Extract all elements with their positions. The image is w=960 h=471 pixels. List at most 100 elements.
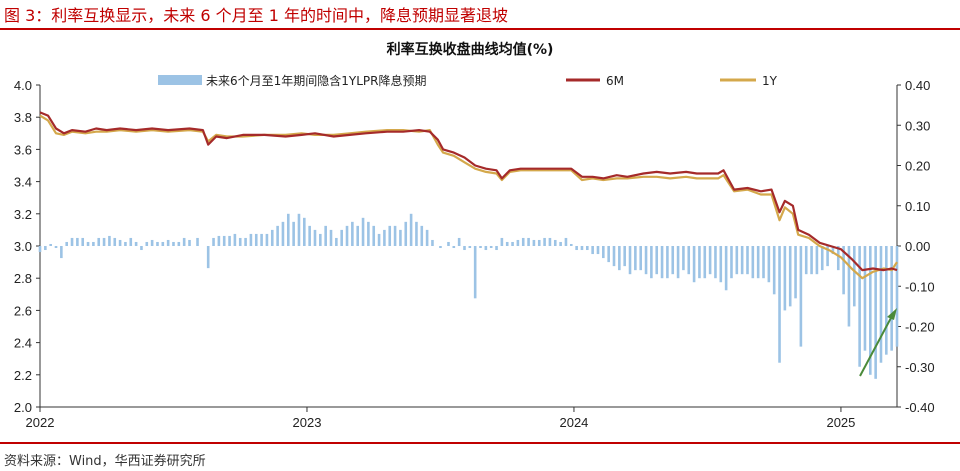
bar [297,213,301,246]
bar [254,233,258,246]
legend-label-bars: 未来6个月至1年期间隐含1YLPR降息预期 [206,73,427,88]
bar [161,241,165,246]
bar [762,246,765,279]
bar [102,237,106,246]
chart: 利率互换收盘曲线均值(%) 未来6个月至1年期间隐含1YLPR降息预期 6M 1… [14,41,935,430]
bar [222,235,226,246]
bar [623,246,626,267]
bar [177,241,181,246]
bar [676,246,680,279]
bar [505,241,509,246]
bar [388,225,392,246]
bar [634,246,637,271]
bar [543,237,546,246]
bar [553,239,557,246]
bar [521,237,525,246]
trend-arrow [859,308,897,377]
bar [150,239,154,246]
bar [569,243,573,246]
bar [97,237,101,246]
y-left-ticks: 4.0 3.8 3.6 3.4 3.2 3.0 2.8 2.6 2.4 2.2 2.0 [14,78,40,415]
bar [682,246,685,271]
chart-title: 利率互换收盘曲线均值(%) [387,41,554,58]
bar [666,246,669,279]
bar [182,237,186,246]
bar [260,233,263,246]
bar [644,246,648,275]
bar [188,239,191,246]
legend-label-6m: 6M [606,74,624,88]
bar [612,246,616,267]
bar [276,225,279,246]
y-left-tick-label: 3.4 [14,175,32,190]
bar [516,239,520,246]
bar [361,217,365,246]
bar [345,225,349,246]
bar [687,246,691,275]
bar [746,246,749,275]
bar [206,246,210,269]
line-series [39,111,898,280]
bar [639,246,643,271]
bar [124,241,127,246]
bar [783,246,787,311]
bar [49,243,52,246]
bar [852,246,856,307]
y-right-tick-label: 0.30 [905,118,930,133]
y-left-tick-label: 2.4 [14,336,32,351]
bar [399,229,402,246]
bar [140,246,143,251]
bar [108,235,111,246]
bar [452,246,456,249]
bar [233,233,237,246]
bar [324,225,327,246]
bar [60,246,63,259]
bar [356,225,360,246]
series-line-1y [39,114,898,280]
bar [714,246,717,279]
bar [724,246,728,291]
bar [439,246,442,249]
bar [303,217,306,246]
y-left-tick-label: 2.6 [14,303,32,318]
y-right-tick-label: 0.20 [905,159,930,174]
bar [735,246,739,275]
bar [409,213,413,246]
x-ticks: 2022 2023 2024 2025 [26,407,855,430]
bar [703,246,707,279]
bar [564,237,568,246]
bar [38,246,42,253]
bar [383,229,386,246]
bar [129,237,133,246]
bar [415,221,418,246]
y-right-tick-label: -0.30 [905,360,935,375]
bar [340,229,343,246]
trend-arrow-head [887,308,897,320]
bar [810,246,813,275]
bar [377,233,381,246]
y-right-tick-label: 0.10 [905,199,930,214]
bar [730,246,733,279]
bar [238,237,242,246]
bar [249,233,253,246]
bar [92,241,95,246]
bar [602,246,605,259]
top-divider [0,28,960,30]
bar [463,246,466,251]
bar [548,237,552,246]
y-right-ticks: 0.40 0.30 0.20 0.10 0.00 -0.10 -0.20 -0.30 -0.40 [897,78,935,415]
bar [156,241,159,246]
bar [54,246,58,249]
bar [468,246,472,249]
bar [869,246,872,375]
bar [217,235,221,246]
bar [292,221,295,246]
y-left-tick-label: 3.8 [14,110,32,125]
bar [847,246,851,327]
bar [794,246,797,299]
x-tick-label: 2022 [26,415,55,430]
bar [858,246,861,367]
bar [815,246,819,275]
bar [329,229,333,246]
x-tick-label: 2023 [293,415,322,430]
